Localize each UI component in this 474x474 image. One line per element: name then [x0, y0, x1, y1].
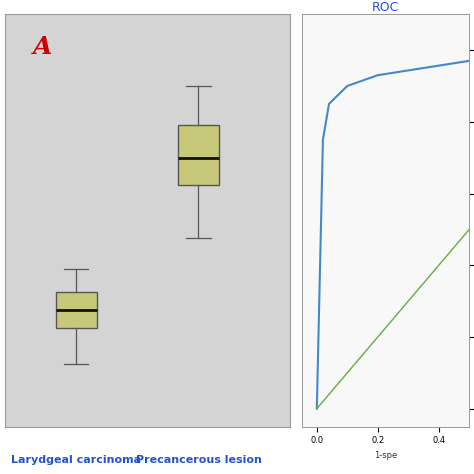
Text: Precancerous lesion: Precancerous lesion [136, 455, 262, 465]
X-axis label: 1-spe: 1-spe [374, 451, 397, 460]
Bar [56, 292, 97, 328]
Bar [178, 126, 219, 184]
Text: A: A [33, 35, 53, 59]
Title: ROC: ROC [372, 1, 399, 14]
Text: Larydgeal carcinoma: Larydgeal carcinoma [11, 455, 141, 465]
